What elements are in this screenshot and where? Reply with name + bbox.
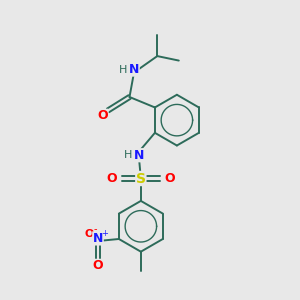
Text: O: O [85,229,94,238]
Text: N: N [93,232,103,245]
Text: -: - [94,224,97,234]
Text: O: O [97,109,108,122]
Text: S: S [136,172,146,185]
Text: N: N [134,149,144,162]
Text: O: O [164,172,175,185]
Text: +: + [101,229,108,238]
Text: O: O [93,260,103,272]
Text: H: H [118,64,127,74]
Text: H: H [124,150,132,160]
Text: O: O [106,172,117,185]
Text: N: N [129,63,139,76]
